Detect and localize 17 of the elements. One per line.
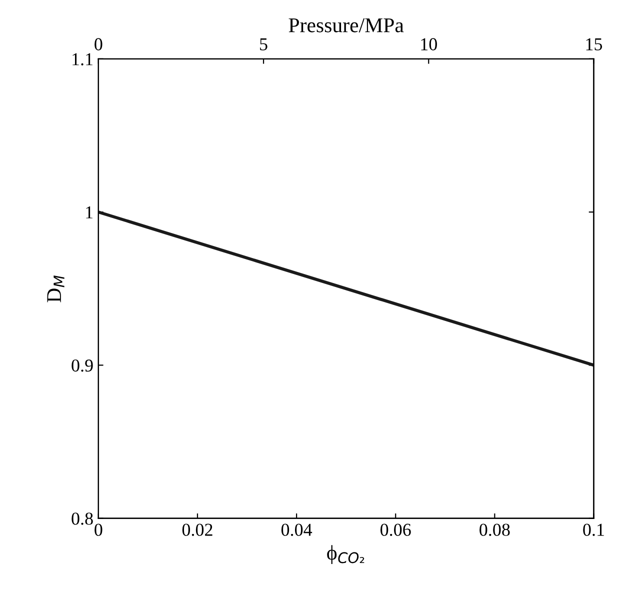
y-tick-label: 0.8 xyxy=(72,512,93,525)
y-tick-label: 1.1 xyxy=(72,53,92,66)
y-axis-title: D$_{M}$ xyxy=(47,275,64,302)
x2-tick-label: 0 xyxy=(94,38,102,50)
x-tick-label: 0.08 xyxy=(480,524,510,536)
x2-tick-label: 10 xyxy=(421,38,437,50)
x-tick-label: 0.02 xyxy=(182,524,212,536)
x-tick-label: 0.1 xyxy=(583,524,604,536)
y-tick-label: 0.9 xyxy=(72,359,93,372)
x2-tick-label: 5 xyxy=(260,38,268,50)
x-tick-label: 0.06 xyxy=(380,524,411,536)
x-tick-label: 0 xyxy=(94,524,102,536)
x-axis-title: ϕ$_{CO₂}$ xyxy=(327,545,364,564)
x-tick-label: 0.04 xyxy=(281,524,312,536)
y-tick-label: 1 xyxy=(86,206,92,218)
x2-tick-label: 15 xyxy=(586,38,602,50)
x2-axis-title: Pressure/MPa xyxy=(288,18,404,32)
